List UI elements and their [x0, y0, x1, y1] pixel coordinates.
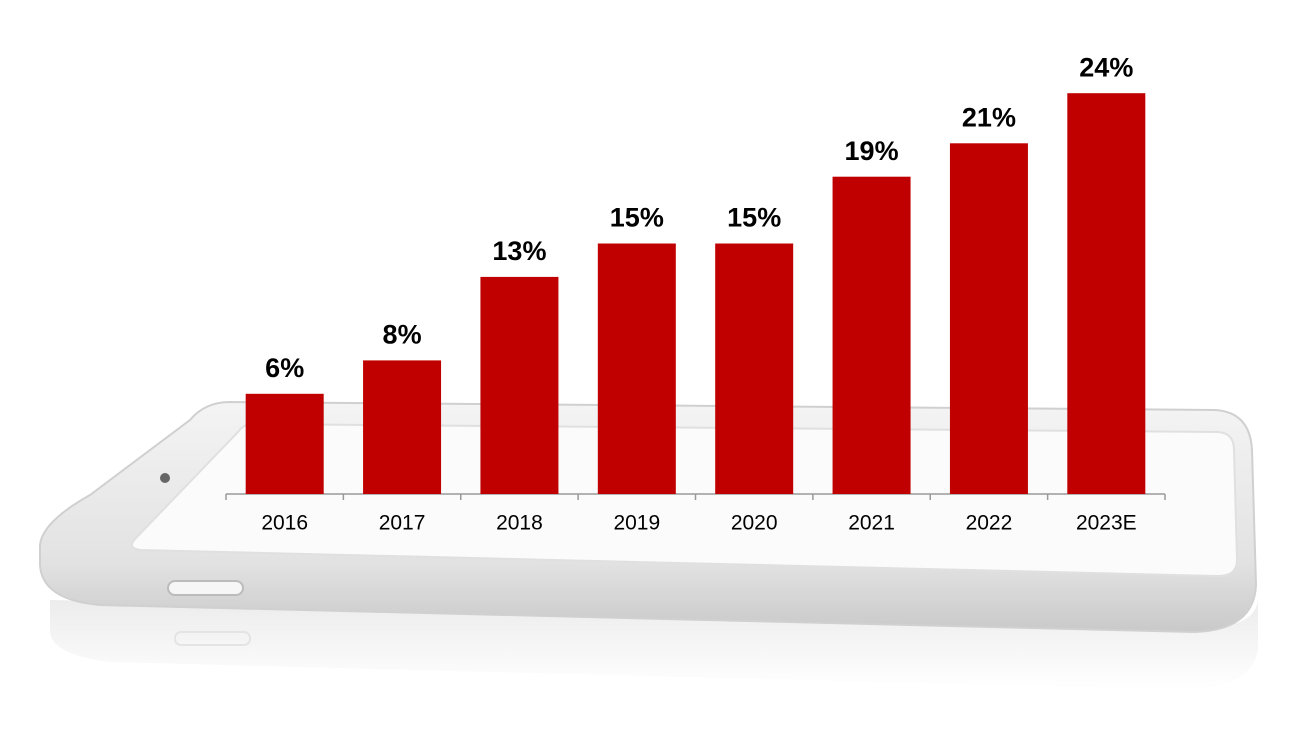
bar: [715, 243, 794, 494]
value-label: 8%: [383, 320, 422, 350]
x-tick-label: 2022: [966, 512, 1013, 535]
value-label: 21%: [962, 102, 1016, 132]
value-label: 6%: [265, 353, 304, 383]
value-label: 19%: [845, 136, 899, 166]
x-tick-label: 2019: [613, 512, 660, 535]
bar: [1067, 93, 1146, 494]
x-tick-label: 2016: [261, 512, 308, 535]
value-label: 15%: [727, 203, 781, 233]
value-label: 13%: [492, 236, 546, 266]
phone-camera: [160, 473, 170, 483]
x-tick-label: 2020: [731, 512, 778, 535]
bar: [597, 243, 676, 494]
value-label: 15%: [610, 203, 664, 233]
x-tick-label: 2018: [496, 512, 543, 535]
x-tick-label: 2023E: [1076, 512, 1137, 535]
bar: [245, 393, 324, 494]
bar: [949, 143, 1028, 495]
value-label: 24%: [1079, 52, 1133, 82]
bar: [832, 176, 911, 494]
bar: [480, 276, 559, 494]
x-tick-label: 2017: [379, 512, 426, 535]
phone-button: [167, 580, 244, 596]
button-reflection: [174, 631, 251, 646]
x-tick-label: 2021: [848, 512, 895, 535]
bar: [363, 360, 442, 494]
